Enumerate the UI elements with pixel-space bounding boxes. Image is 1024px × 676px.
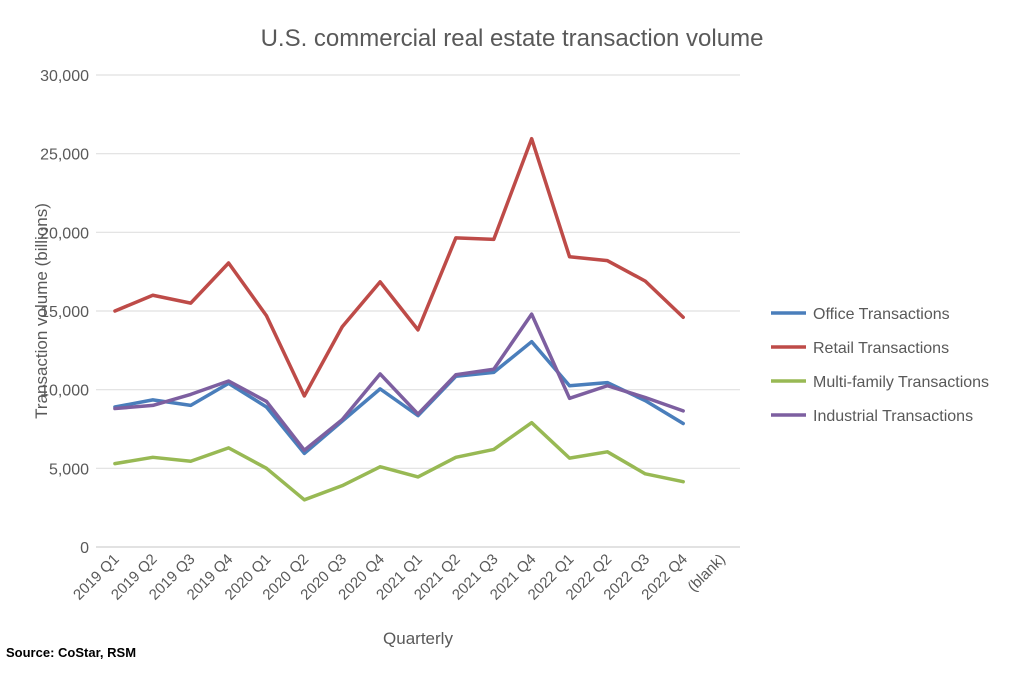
data-point [227, 446, 231, 450]
data-point [568, 396, 572, 400]
data-point [151, 293, 155, 297]
data-point [151, 403, 155, 407]
data-point [568, 456, 572, 460]
data-point [189, 403, 193, 407]
data-point [454, 373, 458, 377]
data-point [454, 455, 458, 459]
data-point [151, 398, 155, 402]
series-line-1 [113, 136, 685, 398]
data-point [264, 466, 268, 470]
data-point [681, 421, 685, 425]
data-point [302, 394, 306, 398]
data-point [492, 370, 496, 374]
data-point [302, 448, 306, 452]
data-point [340, 484, 344, 488]
data-point [492, 237, 496, 241]
data-point [302, 498, 306, 502]
data-point [340, 418, 344, 422]
series-line-3 [113, 312, 685, 452]
data-point [340, 325, 344, 329]
data-point [605, 381, 609, 385]
data-point [530, 421, 534, 425]
legend-label: Retail Transactions [813, 340, 949, 357]
data-point [454, 236, 458, 240]
y-axis-label: Transaction volume (billions) [32, 203, 51, 419]
data-point [302, 451, 306, 455]
data-point [681, 315, 685, 319]
data-point [189, 392, 193, 396]
legend-item: Office Transactions [771, 306, 950, 323]
legend-label: Industrial Transactions [813, 408, 973, 425]
x-axis-label: Quarterly [383, 629, 453, 648]
data-point [492, 367, 496, 371]
data-point [378, 372, 382, 376]
data-point [605, 450, 609, 454]
series-line-2 [113, 420, 685, 502]
data-point [227, 261, 231, 265]
series-line-0 [113, 339, 685, 456]
data-point [643, 399, 647, 403]
legend-item: Retail Transactions [771, 340, 949, 357]
data-point [568, 255, 572, 259]
data-point [378, 387, 382, 391]
legend-label: Multi-family Transactions [813, 374, 989, 391]
y-tick-label: 25,000 [40, 147, 89, 164]
data-point [113, 407, 117, 411]
data-point [264, 314, 268, 318]
data-point [151, 455, 155, 459]
y-tick-label: 30,000 [40, 68, 89, 85]
y-tick-label: 0 [80, 540, 89, 557]
data-point [264, 399, 268, 403]
data-point [189, 301, 193, 305]
y-tick-label: 10,000 [40, 383, 89, 400]
data-point [416, 328, 420, 332]
legend-item: Multi-family Transactions [771, 374, 989, 391]
data-point [530, 340, 534, 344]
data-point [416, 475, 420, 479]
data-point [189, 459, 193, 463]
data-point [113, 309, 117, 313]
data-point [643, 396, 647, 400]
legend-item: Industrial Transactions [771, 408, 973, 425]
data-point [264, 405, 268, 409]
data-point [378, 280, 382, 284]
data-point [113, 462, 117, 466]
data-point [568, 384, 572, 388]
data-point [643, 279, 647, 283]
y-tick-label: 20,000 [40, 225, 89, 242]
data-point [378, 465, 382, 469]
data-point [492, 447, 496, 451]
data-point [681, 480, 685, 484]
legend-label: Office Transactions [813, 306, 950, 323]
data-point [605, 259, 609, 263]
data-point [530, 137, 534, 141]
source-note: Source: CoStar, RSM [6, 645, 137, 660]
data-point [643, 472, 647, 476]
y-tick-label: 5,000 [49, 461, 89, 478]
data-point [605, 384, 609, 388]
data-point [530, 312, 534, 316]
data-point [681, 409, 685, 413]
y-tick-label: 15,000 [40, 304, 89, 321]
chart-title: U.S. commercial real estate transaction … [261, 25, 764, 52]
data-point [227, 379, 231, 383]
data-point [416, 412, 420, 416]
x-tick-label: (blank) [684, 551, 728, 595]
